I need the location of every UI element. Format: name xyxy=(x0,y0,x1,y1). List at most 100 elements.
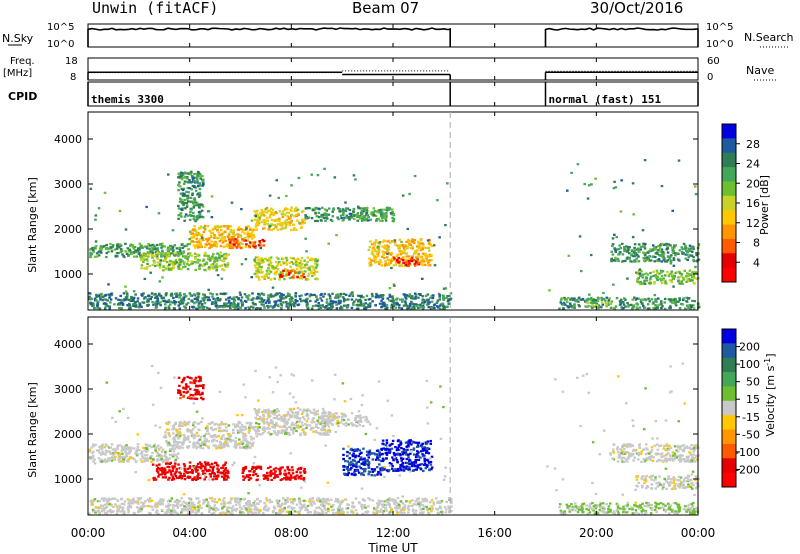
range-cell xyxy=(193,421,197,424)
range-cell xyxy=(155,446,159,449)
range-cell xyxy=(660,253,664,256)
range-cell xyxy=(111,448,115,451)
range-cell xyxy=(319,306,322,310)
range-cell xyxy=(133,458,136,461)
range-cell xyxy=(229,306,232,310)
range-cell-speckle xyxy=(583,182,586,186)
range-cell xyxy=(336,216,339,219)
range-cell xyxy=(293,269,296,273)
range-cell xyxy=(222,258,225,262)
range-cell xyxy=(143,449,146,452)
range-cell xyxy=(171,453,175,456)
range-cell xyxy=(161,470,164,474)
range-cell xyxy=(413,239,417,242)
range-cell xyxy=(646,257,649,260)
range-cell xyxy=(283,421,287,424)
range-cell xyxy=(441,294,445,297)
range-cell xyxy=(172,426,176,429)
range-cell xyxy=(213,244,217,247)
range-cell xyxy=(237,442,241,445)
range-cell xyxy=(369,259,373,262)
range-cell xyxy=(164,471,167,474)
range-cell xyxy=(370,452,374,455)
range-cell xyxy=(174,471,177,474)
range-cell xyxy=(282,297,286,300)
range-cell xyxy=(285,211,289,214)
range-cell xyxy=(351,449,354,452)
range-cell xyxy=(284,261,288,264)
range-cell xyxy=(570,297,574,300)
range-cell xyxy=(435,305,439,308)
range-cell xyxy=(360,451,363,454)
range-cell xyxy=(248,228,252,231)
range-cell xyxy=(262,413,265,416)
range-cell xyxy=(634,260,638,263)
range-cell xyxy=(128,450,131,453)
range-cell xyxy=(622,301,625,304)
range-cell xyxy=(239,235,243,238)
range-cell xyxy=(307,274,310,278)
range-cell-speckle xyxy=(240,263,244,266)
range-cell xyxy=(624,259,627,263)
range-cell xyxy=(180,441,183,444)
range-cell xyxy=(354,473,357,476)
range-cell xyxy=(375,466,379,469)
range-cell xyxy=(351,302,355,305)
range-cell xyxy=(224,225,227,228)
range-cell xyxy=(303,264,307,267)
range-cell xyxy=(172,261,176,264)
range-cell xyxy=(357,299,360,302)
range-cell xyxy=(654,299,657,302)
range-cell xyxy=(192,379,196,382)
range-cell xyxy=(93,307,96,310)
range-cell xyxy=(201,465,205,468)
range-cell xyxy=(181,301,185,305)
range-cell xyxy=(566,305,569,308)
range-cell xyxy=(390,208,394,211)
range-cell xyxy=(285,414,288,417)
range-cell xyxy=(341,208,345,211)
range-cell xyxy=(146,251,150,254)
range-cell xyxy=(335,307,339,310)
range-cell xyxy=(577,300,580,303)
range-cell xyxy=(651,255,655,258)
range-cell xyxy=(314,304,318,307)
range-cell xyxy=(296,276,299,279)
range-cell xyxy=(266,219,269,222)
range-cell xyxy=(213,475,216,478)
range-cell xyxy=(176,452,180,455)
range-cell xyxy=(258,271,262,274)
range-cell xyxy=(289,216,292,219)
range-cell xyxy=(192,446,195,449)
range-cell xyxy=(285,269,288,272)
range-cell xyxy=(302,431,306,434)
range-cell xyxy=(260,271,264,274)
range-cell xyxy=(578,305,581,308)
range-cell xyxy=(366,453,370,456)
range-cell xyxy=(411,302,415,305)
range-cell xyxy=(630,249,634,252)
range-cell xyxy=(288,293,292,296)
range-cell xyxy=(619,246,623,250)
range-cell xyxy=(642,257,646,260)
range-cell xyxy=(319,428,323,431)
range-cell xyxy=(658,259,661,263)
range-cell xyxy=(411,238,414,241)
range-cell xyxy=(164,450,167,454)
range-cell xyxy=(156,444,160,447)
range-cell xyxy=(351,424,355,427)
range-cell xyxy=(214,300,217,303)
range-cell xyxy=(601,301,604,304)
range-cell xyxy=(214,427,217,431)
range-cell xyxy=(88,298,91,301)
range-cell xyxy=(302,478,306,481)
range-cell xyxy=(178,441,181,444)
range-cell xyxy=(344,304,348,307)
range-cell xyxy=(300,294,303,297)
range-cell xyxy=(299,300,303,303)
range-cell xyxy=(219,440,222,444)
range-cell xyxy=(287,431,291,435)
range-cell xyxy=(381,245,384,248)
range-cell xyxy=(91,451,94,455)
range-cell xyxy=(193,233,197,236)
